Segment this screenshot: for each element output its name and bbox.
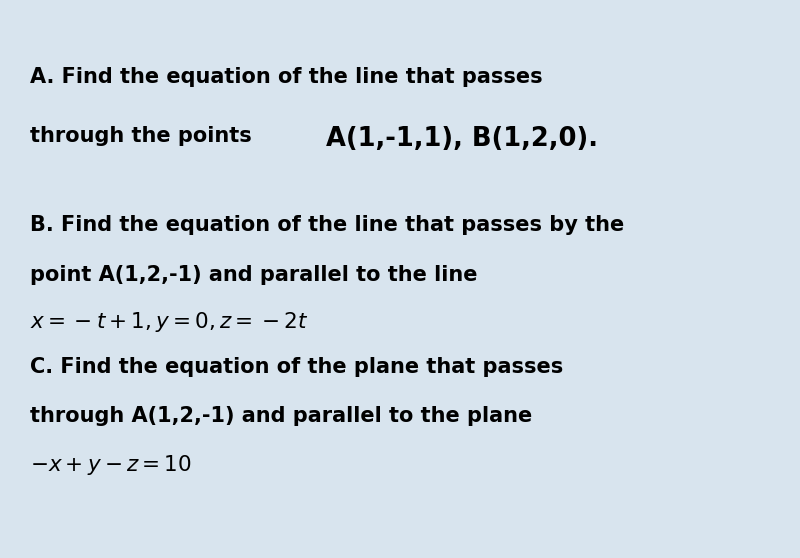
Text: B. Find the equation of the line that passes by the: B. Find the equation of the line that pa…	[30, 215, 625, 235]
Text: through A(1,2,-1) and parallel to the plane: through A(1,2,-1) and parallel to the pl…	[30, 406, 533, 426]
Text: point A(1,2,-1) and parallel to the line: point A(1,2,-1) and parallel to the line	[30, 265, 478, 285]
Text: $-x + y - z = 10$: $-x + y - z = 10$	[30, 453, 192, 477]
Text: A(1,-1,1), B(1,2,0).: A(1,-1,1), B(1,2,0).	[326, 126, 598, 152]
Text: A. Find the equation of the line that passes: A. Find the equation of the line that pa…	[30, 67, 543, 87]
Text: $x = -t + 1, y = 0, z = -2t$: $x = -t + 1, y = 0, z = -2t$	[30, 310, 309, 334]
Text: through the points: through the points	[30, 126, 259, 146]
Text: C. Find the equation of the plane that passes: C. Find the equation of the plane that p…	[30, 357, 564, 377]
